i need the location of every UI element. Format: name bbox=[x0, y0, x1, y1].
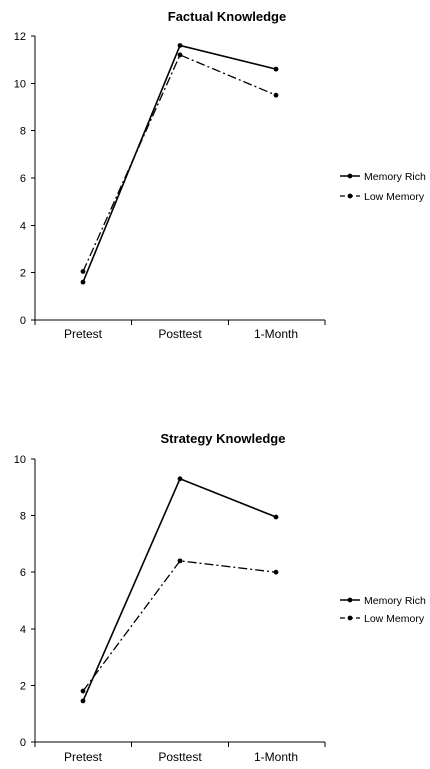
y-tick-label: 6 bbox=[20, 567, 26, 579]
legend-label: Memory Rich bbox=[364, 595, 426, 607]
legend-label: Low Memory bbox=[364, 191, 425, 203]
series-line-memory-rich bbox=[82, 477, 277, 702]
chart-title: Factual Knowledge bbox=[168, 9, 286, 24]
x-tick-label: Posttest bbox=[158, 750, 202, 764]
series-line-memory-rich bbox=[82, 44, 277, 283]
x-tick-label: Pretest bbox=[64, 327, 103, 341]
chart-2: Strategy Knowledge 0 2 4 6 8 10 Pretest Posttest… bbox=[14, 431, 426, 764]
x-tick-label: 1-Month bbox=[254, 750, 298, 764]
legend-swatch-marker bbox=[347, 615, 353, 621]
data-point-low-memory bbox=[80, 269, 86, 274]
y-tick-label: 8 bbox=[20, 126, 26, 138]
y-tick-label: 10 bbox=[14, 454, 26, 466]
data-point-memory-rich bbox=[177, 43, 183, 48]
x-tick-label: Pretest bbox=[64, 750, 103, 764]
y-tick-label: 4 bbox=[20, 624, 26, 636]
y-tick-label: 0 bbox=[20, 315, 26, 327]
chart-1: Factual Knowledge 0 2 4 6 8 10 12 Pretest Posttes… bbox=[14, 9, 426, 341]
data-point-memory-rich bbox=[80, 279, 86, 285]
data-point-low-memory bbox=[273, 92, 279, 98]
x-tick-label: 1-Month bbox=[254, 327, 298, 341]
data-point-low-memory bbox=[177, 52, 183, 58]
series-line-low-memory bbox=[82, 560, 277, 692]
legend-swatch-marker bbox=[347, 597, 353, 603]
data-point-low-memory bbox=[80, 688, 86, 694]
y-tick-label: 2 bbox=[20, 268, 26, 280]
data-point-memory-rich bbox=[273, 66, 279, 72]
data-point-memory-rich bbox=[273, 514, 279, 520]
x-tick-label: Posttest bbox=[158, 327, 202, 341]
y-tick-label: 8 bbox=[20, 511, 26, 523]
data-point-low-memory bbox=[177, 558, 183, 564]
legend-swatch-marker bbox=[347, 173, 353, 179]
data-point-memory-rich bbox=[80, 698, 86, 704]
y-tick-label: 0 bbox=[20, 737, 26, 749]
data-point-low-memory bbox=[273, 569, 279, 575]
y-tick-label: 12 bbox=[14, 31, 26, 43]
y-tick-label: 2 bbox=[20, 680, 26, 692]
legend-swatch-marker bbox=[347, 193, 353, 199]
chart-title: Strategy Knowledge bbox=[161, 431, 286, 446]
legend-label: Memory Rich bbox=[364, 171, 426, 183]
legend-label: Low Memory bbox=[364, 613, 425, 625]
y-tick-label: 4 bbox=[20, 220, 26, 232]
y-tick-label: 10 bbox=[14, 78, 26, 90]
data-point-memory-rich bbox=[177, 476, 183, 482]
series-line-low-memory bbox=[82, 54, 277, 272]
y-tick-label: 6 bbox=[20, 173, 26, 185]
